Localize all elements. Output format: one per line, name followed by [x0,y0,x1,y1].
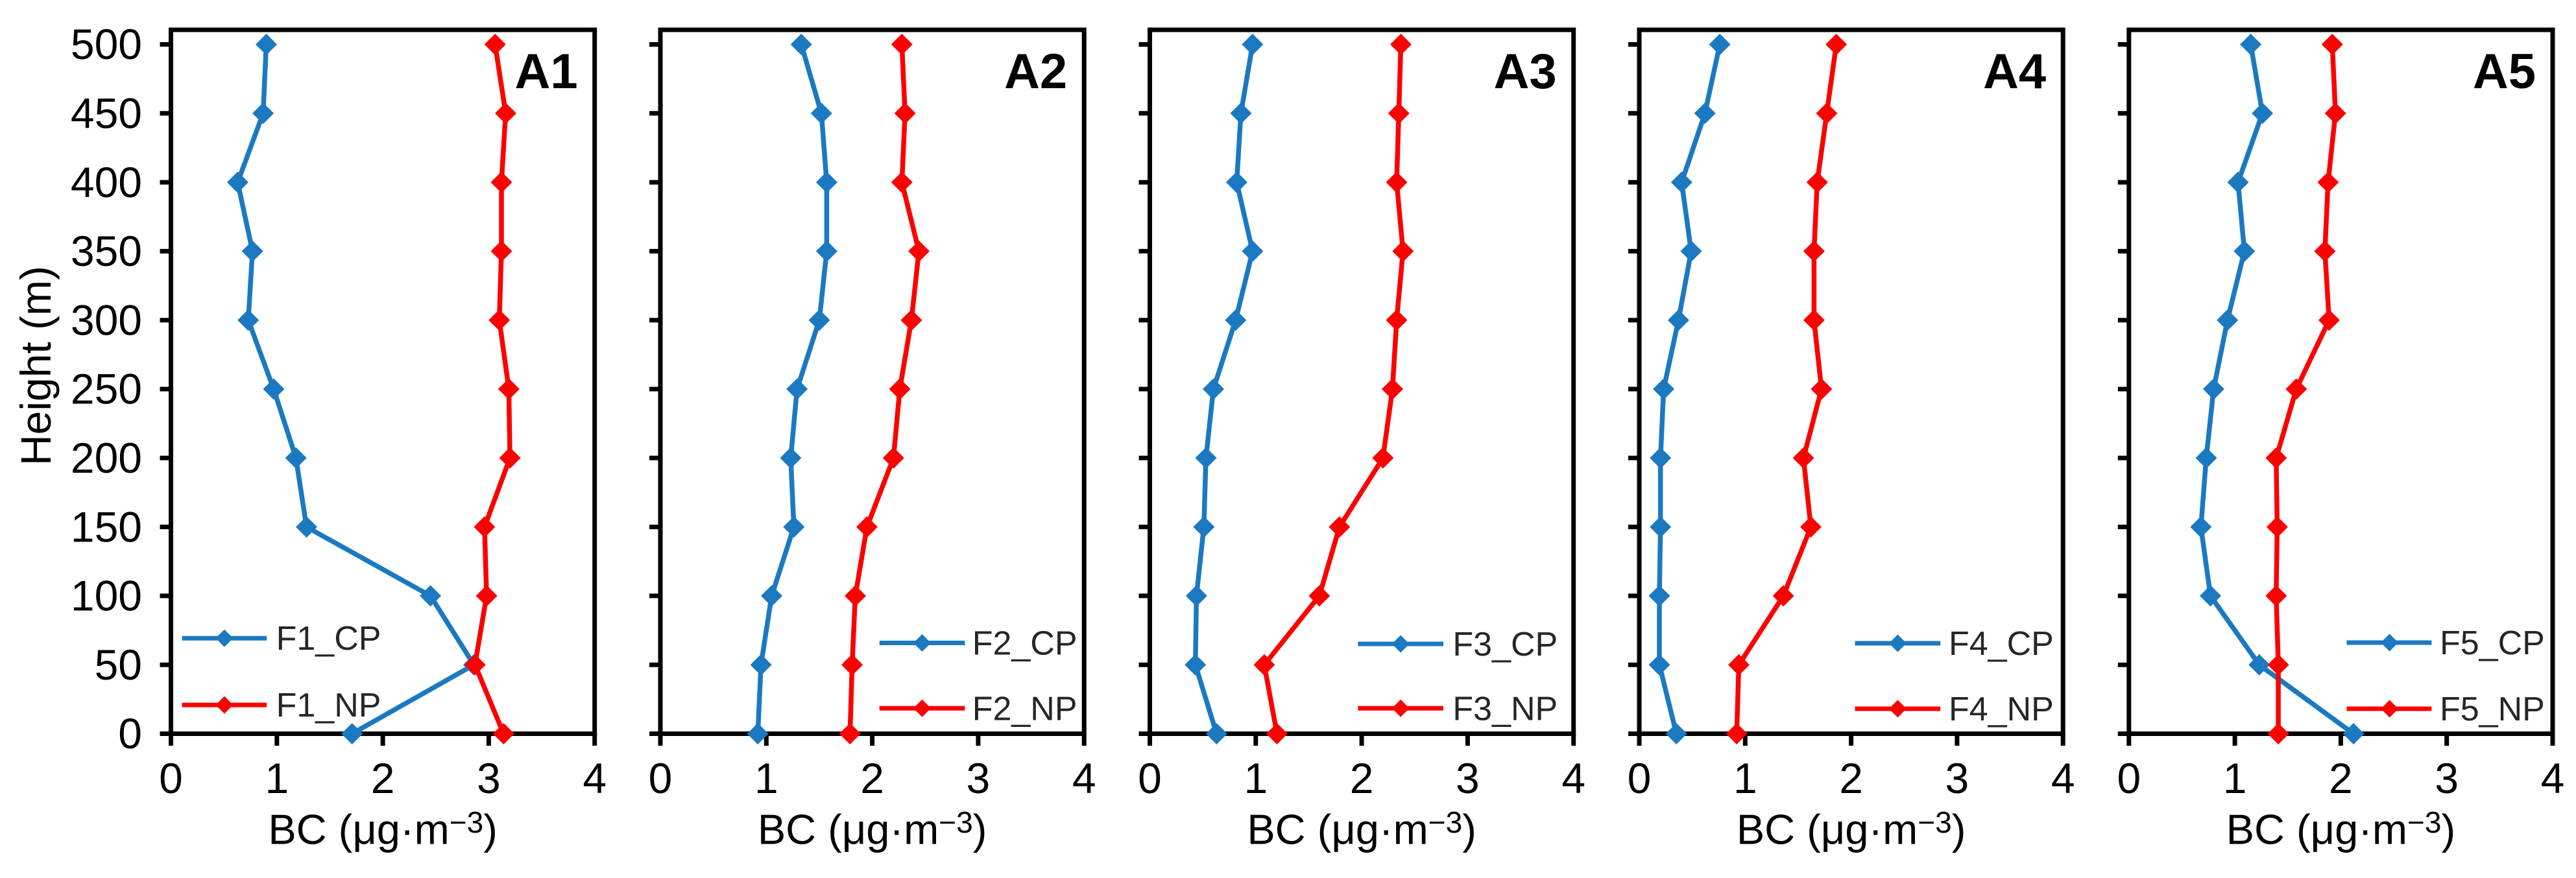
svg-text:A5: A5 [2473,44,2536,99]
svg-text:1: 1 [1244,754,1268,802]
svg-text:F5_CP: F5_CP [2440,624,2545,662]
svg-text:250: 250 [71,365,142,413]
svg-text:F1_NP: F1_NP [276,687,381,724]
svg-text:3: 3 [1945,754,1969,802]
svg-text:A4: A4 [1983,44,2046,99]
svg-text:BC (μg·m−3): BC (μg·m−3) [758,805,987,853]
svg-text:400: 400 [71,158,142,206]
svg-text:3: 3 [2435,754,2459,802]
svg-text:Height (m): Height (m) [12,266,60,466]
svg-text:50: 50 [95,641,142,689]
svg-text:F4_CP: F4_CP [1949,625,2054,663]
svg-text:2: 2 [1839,754,1863,802]
svg-text:500: 500 [71,20,142,68]
svg-text:3: 3 [477,754,501,802]
svg-text:1: 1 [754,754,778,802]
svg-text:F3_CP: F3_CP [1452,626,1558,663]
svg-text:1: 1 [265,754,289,802]
svg-text:2: 2 [860,754,884,802]
svg-text:F4_NP: F4_NP [1949,691,2054,728]
svg-text:200: 200 [71,434,142,482]
svg-text:350: 350 [71,227,142,275]
svg-text:0: 0 [649,754,673,802]
svg-text:F2_NP: F2_NP [972,690,1077,728]
svg-text:100: 100 [71,572,142,620]
svg-text:4: 4 [583,754,607,802]
svg-text:450: 450 [71,89,142,137]
svg-text:A2: A2 [1004,44,1067,99]
svg-text:F1_CP: F1_CP [276,620,381,658]
svg-text:4: 4 [1072,754,1096,802]
svg-text:300: 300 [71,296,142,344]
svg-text:0: 0 [159,754,183,802]
svg-text:150: 150 [71,503,142,551]
svg-text:A1: A1 [515,44,578,99]
svg-text:0: 0 [1138,754,1162,802]
svg-text:F5_NP: F5_NP [2440,691,2545,728]
svg-text:0: 0 [2117,754,2141,802]
svg-text:3: 3 [1456,754,1480,802]
svg-text:1: 1 [2223,754,2247,802]
svg-text:0: 0 [118,709,142,757]
svg-text:2: 2 [371,754,395,802]
svg-text:A3: A3 [1494,44,1557,99]
svg-text:4: 4 [2051,754,2075,802]
svg-text:2: 2 [1350,754,1374,802]
svg-text:4: 4 [1561,754,1585,802]
svg-text:1: 1 [1733,754,1757,802]
svg-text:4: 4 [2541,754,2565,802]
svg-text:2: 2 [2329,754,2353,802]
svg-text:0: 0 [1628,754,1652,802]
svg-text:BC (μg·m−3): BC (μg·m−3) [1247,805,1476,853]
svg-text:F2_CP: F2_CP [972,625,1077,663]
svg-text:F3_NP: F3_NP [1452,690,1558,728]
svg-text:3: 3 [967,754,991,802]
